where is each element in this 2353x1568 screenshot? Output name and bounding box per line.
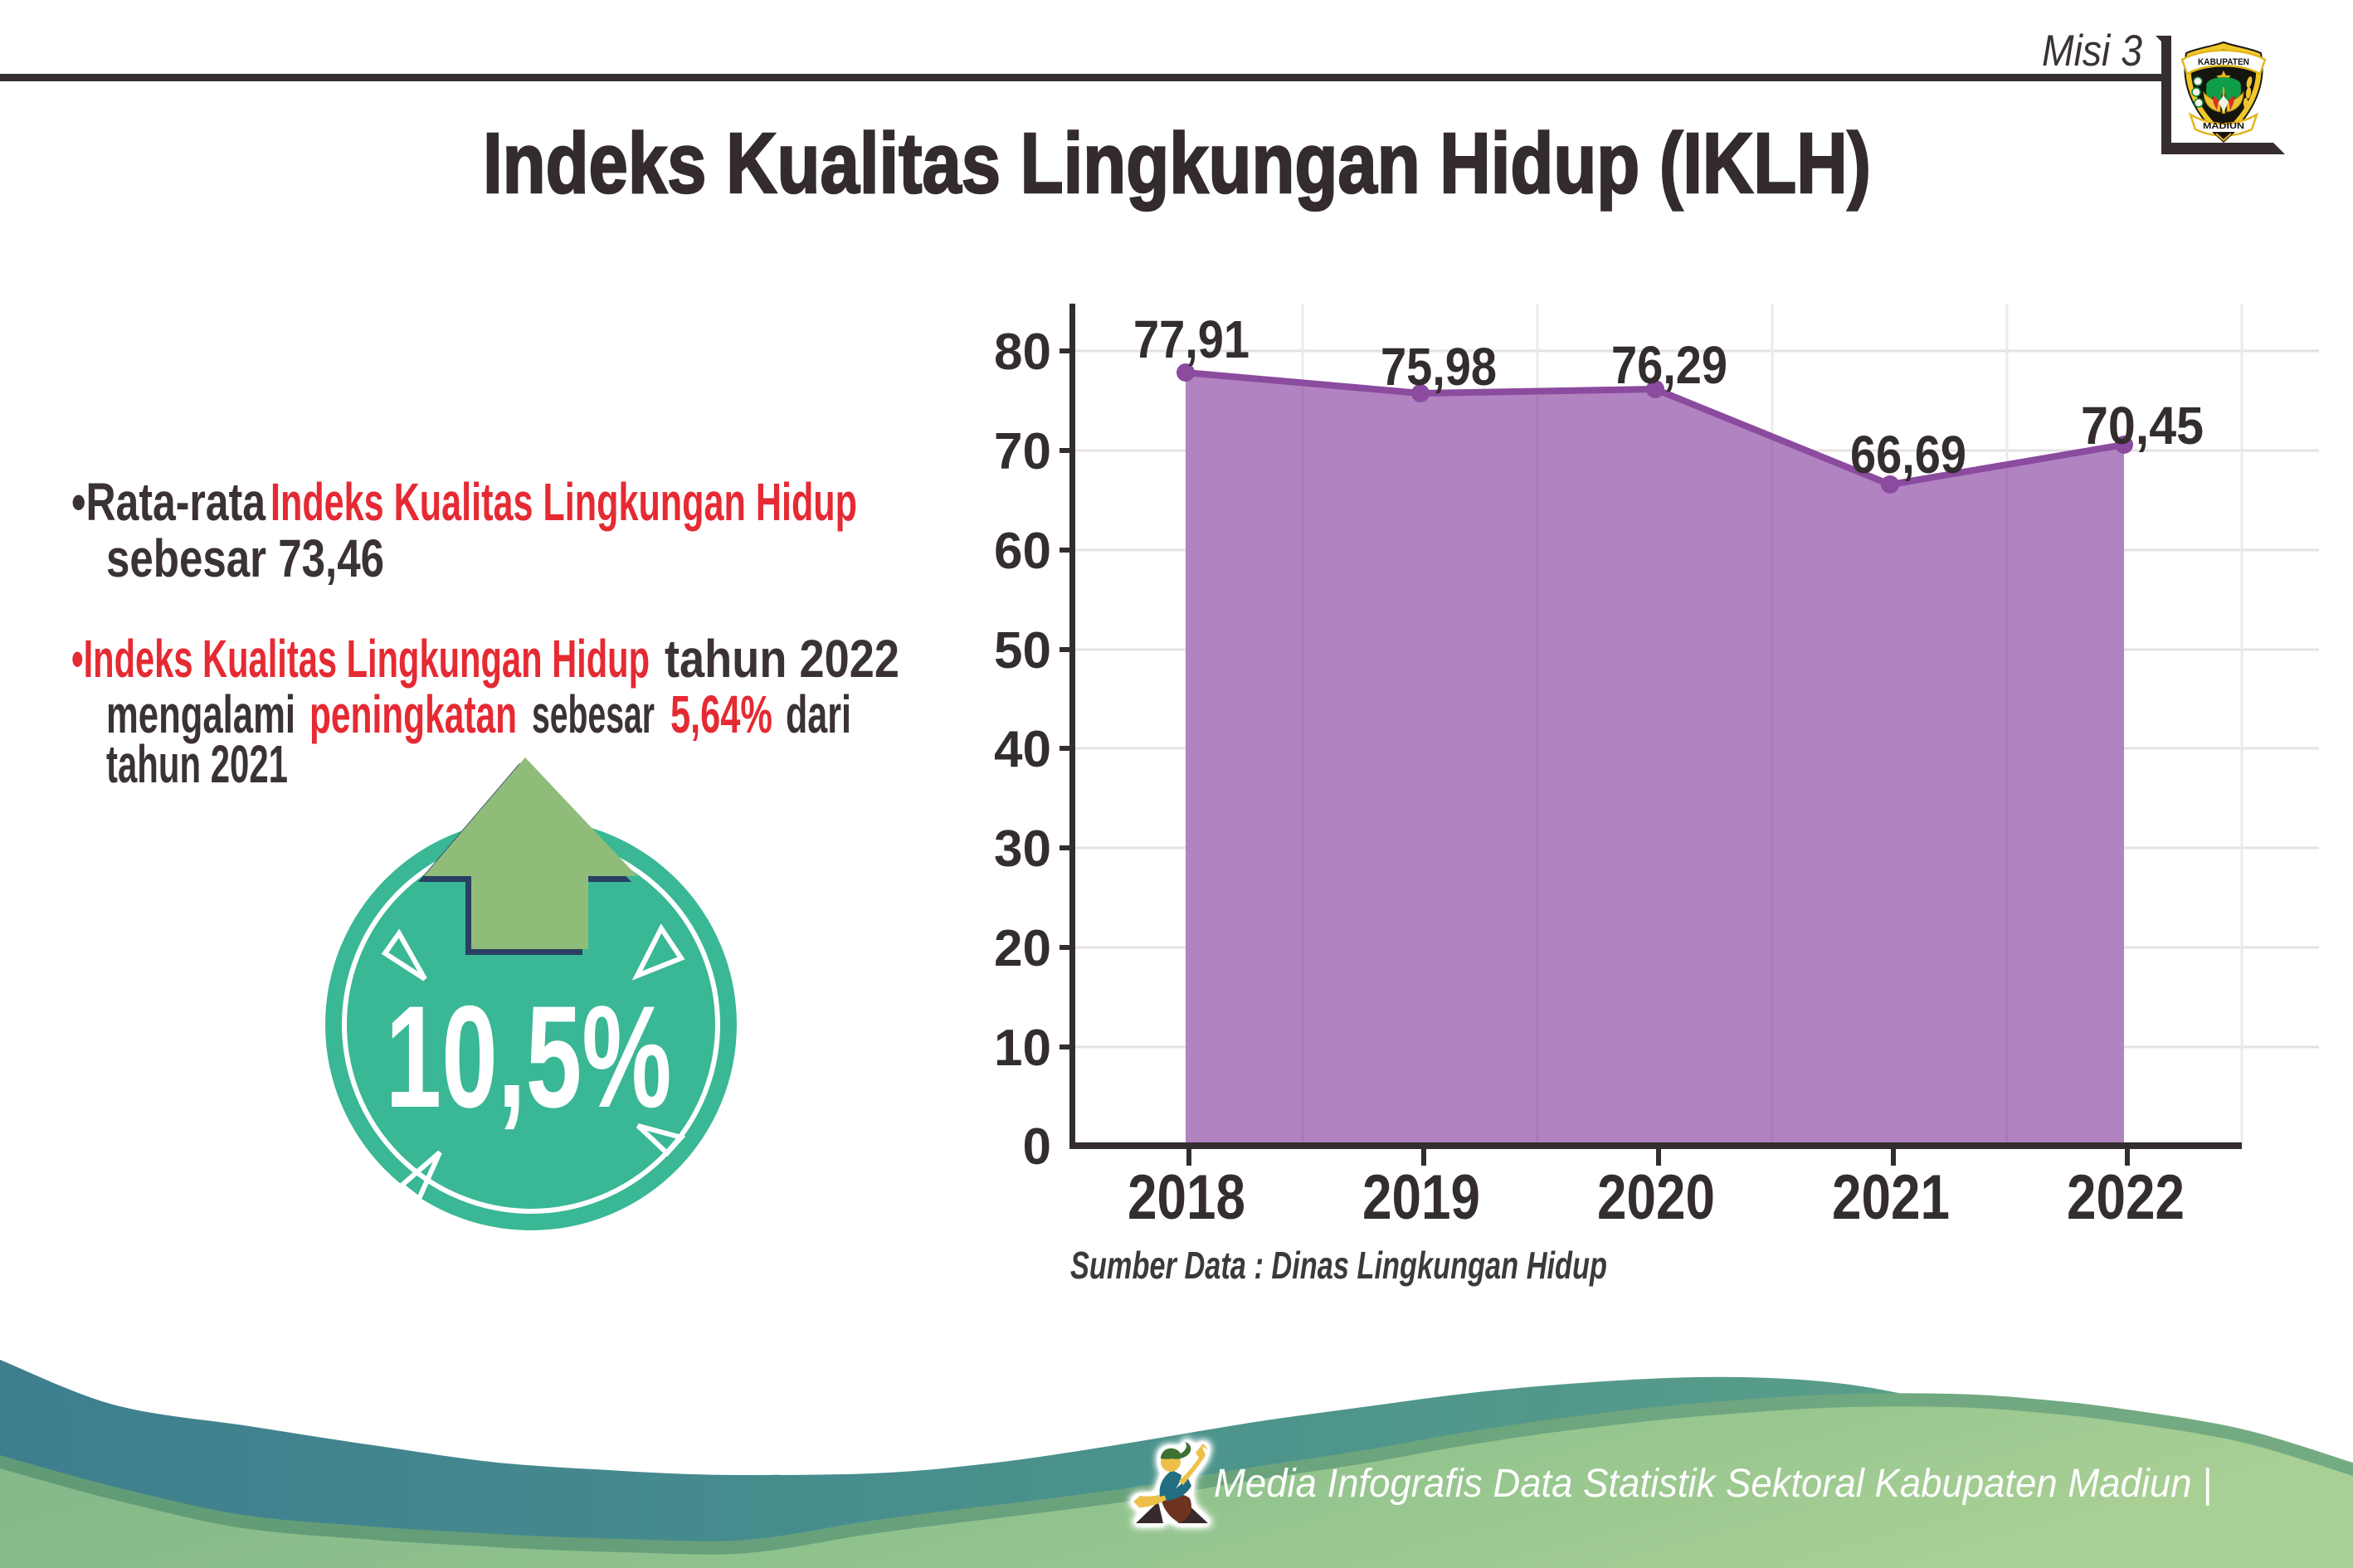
- svg-text:70,45: 70,45: [2081, 396, 2204, 455]
- svg-text:2021: 2021: [1832, 1162, 1950, 1233]
- svg-text:tahun 2022: tahun 2022: [665, 629, 899, 689]
- svg-text:•Indeks Kualitas Lingkungan Hi: •Indeks Kualitas Lingkungan Hidup: [71, 629, 650, 689]
- svg-text:•Rata-rata: •Rata-rata: [71, 472, 266, 532]
- svg-text:80: 80: [994, 324, 1051, 381]
- svg-text:tahun 2021: tahun 2021: [106, 734, 288, 794]
- svg-text:2020: 2020: [1597, 1162, 1715, 1233]
- svg-text:66,69: 66,69: [1850, 425, 1966, 485]
- svg-text:Indeks Kualitas Lingkungan Hid: Indeks Kualitas Lingkungan Hidup (IKLH): [483, 115, 1871, 211]
- svg-text:50: 50: [994, 622, 1051, 679]
- svg-text:76,29: 76,29: [1611, 335, 1727, 395]
- svg-text:2019: 2019: [1362, 1162, 1480, 1233]
- svg-text:10: 10: [994, 1020, 1051, 1077]
- svg-text:40: 40: [994, 721, 1051, 778]
- svg-text:KABUPATEN: KABUPATEN: [2198, 57, 2249, 67]
- svg-text:sebesar: sebesar: [532, 684, 655, 744]
- svg-text:Sumber Data : Dinas Lingkungan: Sumber Data : Dinas Lingkungan Hidup: [1070, 1244, 1607, 1287]
- svg-text:20: 20: [994, 920, 1051, 977]
- svg-text:2018: 2018: [1128, 1162, 1245, 1233]
- svg-text:peningkatan: peningkatan: [309, 684, 517, 744]
- svg-text:60: 60: [994, 523, 1051, 580]
- svg-text:MADIUN: MADIUN: [2203, 121, 2244, 131]
- svg-text:2022: 2022: [2067, 1162, 2185, 1233]
- svg-text:10,5%: 10,5%: [386, 976, 672, 1138]
- svg-text:sebesar 73,46: sebesar 73,46: [106, 528, 384, 588]
- svg-text:5,64%: 5,64%: [670, 684, 772, 744]
- svg-text:Misi 3: Misi 3: [2042, 27, 2142, 75]
- svg-text:75,98: 75,98: [1381, 337, 1497, 397]
- svg-text:70: 70: [994, 423, 1051, 480]
- svg-text:77,91: 77,91: [1133, 309, 1250, 369]
- svg-text:0: 0: [1023, 1118, 1051, 1176]
- svg-text:30: 30: [994, 821, 1051, 878]
- svg-text:Indeks Kualitas Lingkungan Hid: Indeks Kualitas Lingkungan Hidup: [270, 472, 857, 532]
- svg-text:dari: dari: [786, 684, 851, 744]
- svg-text:Media Infografis Data Statisti: Media Infografis Data Statistik Sektoral…: [1214, 1462, 2212, 1506]
- svg-text:mengalami: mengalami: [106, 684, 295, 744]
